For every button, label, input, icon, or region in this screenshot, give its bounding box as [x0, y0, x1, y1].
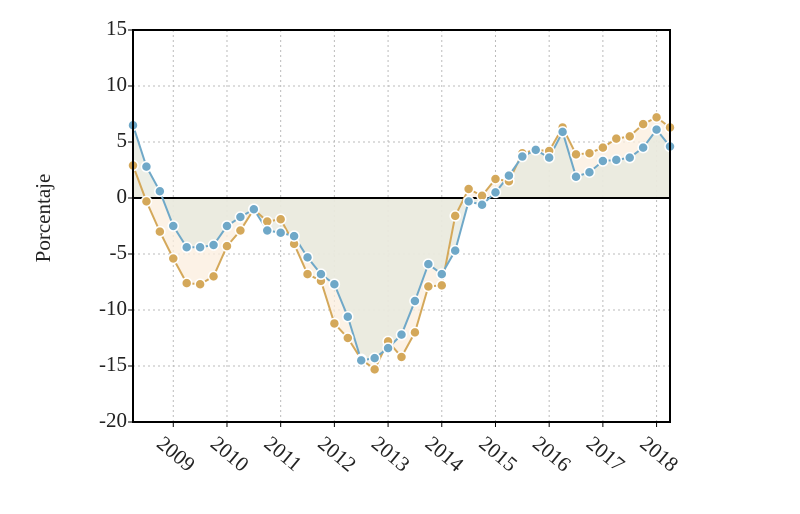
y-tick-label: -20 [99, 408, 127, 432]
data-point [221, 240, 233, 252]
data-point [422, 280, 435, 293]
data-point [221, 220, 233, 232]
data-point [234, 224, 247, 237]
data-point [328, 317, 341, 330]
data-point [274, 226, 287, 239]
x-tick-label: 2009 [152, 431, 200, 476]
data-point [462, 183, 475, 195]
x-tick-label: 2016 [528, 431, 576, 476]
data-point [597, 155, 609, 167]
data-point [637, 118, 649, 130]
y-tick-label: -15 [99, 352, 127, 376]
x-tick-label: 2011 [260, 431, 307, 476]
data-point [623, 151, 636, 164]
data-point [154, 185, 166, 198]
data-point [637, 141, 649, 154]
data-point [368, 363, 381, 376]
data-point [167, 220, 180, 232]
y-tick-label: 15 [106, 16, 127, 40]
data-point [355, 354, 367, 367]
y-tick-label: 0 [117, 184, 128, 208]
data-point [234, 211, 247, 223]
data-point [436, 268, 448, 280]
data-point [570, 170, 582, 183]
data-point [409, 295, 421, 307]
data-point [207, 239, 220, 251]
data-point [261, 224, 273, 237]
data-point [650, 123, 663, 136]
data-point [570, 148, 582, 161]
data-point [489, 173, 502, 185]
data-point [194, 278, 206, 290]
data-point [382, 342, 394, 354]
area-fill [133, 125, 670, 361]
data-point [342, 310, 354, 323]
data-point [556, 126, 569, 138]
data-point [288, 230, 300, 242]
y-axis-label: Porcentaje [31, 174, 55, 263]
data-point [489, 186, 502, 199]
data-point [462, 195, 475, 208]
data-point [583, 166, 596, 178]
x-tick-label: 2010 [206, 431, 254, 476]
data-point [449, 210, 461, 222]
data-point [610, 132, 623, 145]
data-point [301, 268, 314, 280]
data-point [154, 225, 166, 238]
data-point [315, 268, 327, 280]
data-point [597, 141, 609, 154]
data-point [503, 169, 515, 182]
y-tick-label: -5 [110, 240, 128, 264]
data-point [180, 277, 193, 289]
data-point [583, 147, 596, 159]
x-tick-label: 2018 [636, 431, 684, 476]
data-point [180, 241, 193, 254]
x-tick-label: 2013 [367, 431, 415, 476]
data-point [650, 111, 663, 124]
data-point [395, 351, 408, 363]
data-point [449, 244, 461, 257]
data-point [530, 144, 542, 156]
data-point [543, 151, 555, 164]
y-tick-label: 10 [106, 72, 127, 96]
data-point [395, 328, 408, 341]
data-point [610, 154, 623, 166]
x-tick-label: 2014 [421, 431, 469, 477]
data-point [623, 130, 636, 143]
data-point [409, 326, 421, 339]
data-point [342, 332, 354, 344]
x-tick-label: 2017 [582, 431, 630, 476]
data-point [436, 279, 448, 292]
data-point [167, 252, 180, 265]
y-tick-label: -10 [99, 296, 127, 320]
x-tick-label: 2015 [474, 431, 522, 476]
data-point [194, 241, 206, 254]
data-point [301, 251, 314, 264]
data-point [274, 213, 287, 226]
data-point [140, 160, 153, 173]
data-point [516, 150, 529, 163]
data-point [476, 198, 488, 211]
plot-frame [132, 29, 671, 423]
data-point [422, 258, 435, 270]
data-point [140, 195, 153, 208]
y-tick-label: 5 [117, 128, 128, 152]
data-point [328, 278, 341, 290]
data-point [368, 352, 381, 364]
data-point [248, 203, 260, 215]
x-tick-label: 2012 [313, 431, 361, 476]
data-point [207, 270, 220, 283]
